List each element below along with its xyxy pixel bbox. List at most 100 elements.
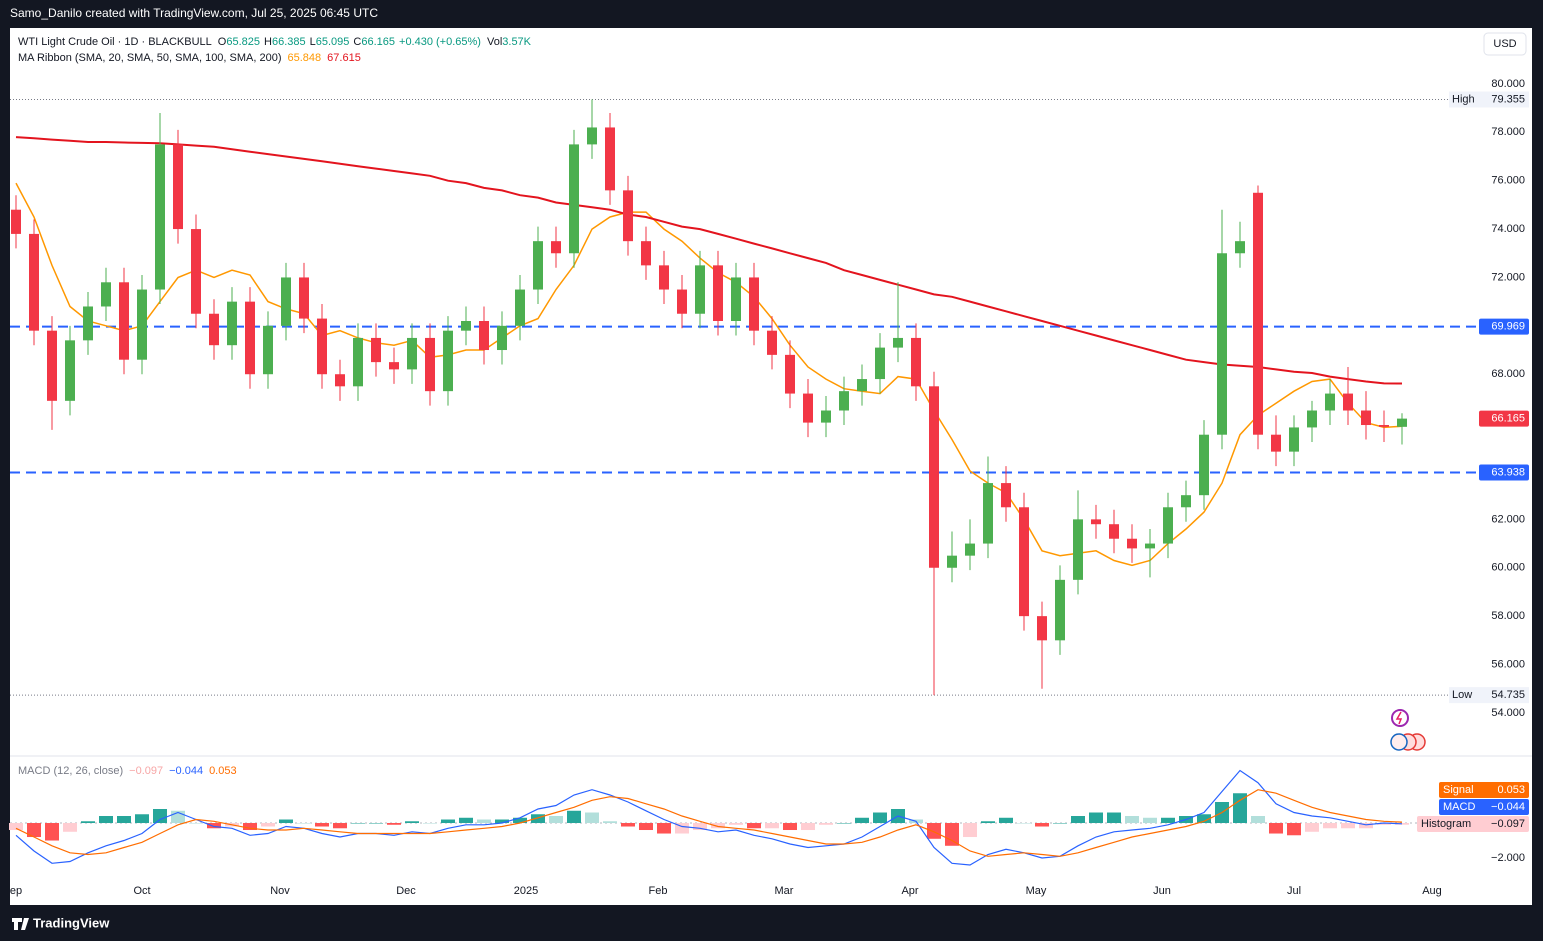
currency-button[interactable]: [1483, 32, 1527, 56]
histogram-bar: [315, 823, 329, 827]
candle-body: [317, 318, 327, 375]
level-label-box: [1479, 318, 1529, 335]
y-tick-label: 62.000: [1491, 513, 1525, 525]
histogram-bar: [675, 823, 689, 834]
histogram-bar: [1269, 823, 1283, 834]
histogram-bar: [207, 823, 221, 829]
histogram-bar: [387, 823, 401, 825]
candle-body: [1271, 434, 1281, 452]
macd-value: −0.044: [169, 765, 203, 777]
candle-body: [605, 127, 615, 191]
histogram-bar: [981, 821, 995, 824]
histogram-bar: [1395, 823, 1409, 825]
histogram-bar: [1197, 814, 1211, 824]
candle-body: [47, 330, 57, 401]
x-tick-label: Dec: [396, 885, 416, 897]
y-tick-label: 72.000: [1491, 271, 1525, 283]
flag-icon[interactable]: [1390, 733, 1408, 751]
histogram-bar: [279, 819, 293, 824]
histogram-bar: [189, 823, 203, 824]
ma-value: 67.615: [327, 52, 361, 64]
histogram-value: −0.097: [129, 765, 163, 777]
candle-body: [821, 410, 831, 423]
macd-line: [15, 789, 1403, 857]
candle-body: [569, 144, 579, 254]
currency[interactable]: USD: [1493, 38, 1516, 50]
candle-body: [893, 337, 903, 348]
histogram-bar: [1071, 816, 1085, 824]
histogram-label-name: Histogram: [1421, 818, 1471, 830]
extreme-label: High: [1452, 93, 1475, 105]
histogram-bar: [441, 819, 455, 824]
candle-body: [1397, 418, 1407, 427]
candle-body: [551, 241, 561, 254]
candle-body: [137, 289, 147, 360]
histogram-bar: [81, 821, 95, 824]
histogram-bar: [711, 823, 725, 829]
x-tick-label: Oct: [133, 885, 150, 897]
candle-body: [101, 282, 111, 307]
histogram-bar: [9, 823, 23, 831]
candle-body: [335, 374, 345, 387]
last-price: 66.165: [1491, 413, 1525, 425]
candle-body: [371, 337, 381, 363]
candle-body: [785, 354, 795, 394]
x-tick-label: Apr: [901, 885, 918, 897]
candle-body: [461, 320, 471, 331]
level-label: 69.969: [1491, 320, 1525, 332]
event-icon[interactable]: [1391, 709, 1409, 727]
y-tick-label: 80.000: [1491, 78, 1525, 90]
candle-body: [407, 337, 417, 370]
histogram-bar: [603, 821, 617, 824]
histogram-bar: [765, 823, 779, 829]
histogram-bar: [801, 823, 815, 831]
histogram-bar: [999, 817, 1013, 824]
histogram-bar: [1359, 823, 1373, 829]
candle-body: [731, 277, 741, 321]
candle-body: [839, 391, 849, 411]
candle-body: [353, 337, 363, 387]
histogram-bar: [45, 823, 59, 841]
candle-body: [1037, 616, 1047, 641]
candle-body: [587, 127, 597, 145]
candle-body: [803, 393, 813, 423]
candle-body: [623, 190, 633, 242]
candle-body: [911, 337, 921, 387]
histogram-bar: [297, 823, 311, 824]
candle-body: [1073, 519, 1083, 580]
histogram-bar: [729, 823, 743, 825]
candle-body: [695, 265, 705, 314]
y-tick-label: 68.000: [1491, 368, 1525, 380]
histogram-bar: [459, 817, 473, 824]
candle-body: [1091, 519, 1101, 525]
histogram-bar: [1107, 812, 1121, 824]
candle-body: [1325, 393, 1335, 411]
level-label-box: [1479, 464, 1529, 481]
histogram-bar: [1251, 816, 1265, 824]
x-tick-label: ep: [10, 885, 22, 897]
candle-body: [173, 144, 183, 230]
x-tick-label: 2025: [514, 885, 538, 897]
histogram-bar: [657, 823, 671, 834]
candle-body: [533, 241, 543, 290]
histogram-bar: [585, 812, 599, 824]
ohlc-value: 66.385: [272, 36, 306, 48]
candle-body: [857, 379, 867, 392]
histogram-bar: [477, 819, 491, 824]
histogram-bar: [621, 823, 635, 827]
candle-body: [29, 233, 39, 331]
candle-body: [1163, 507, 1173, 544]
histogram-bar: [99, 816, 113, 824]
candle-body: [1361, 410, 1371, 426]
histogram-bar: [1053, 823, 1067, 824]
chart-area: [10, 28, 1532, 905]
macd-label-value: −0.044: [1491, 801, 1525, 813]
extreme-label-box: [1449, 687, 1529, 704]
histogram-bar: [405, 821, 419, 824]
change: +0.430 (+0.65%): [399, 36, 481, 48]
candle-body: [1145, 543, 1155, 549]
candle-body: [677, 289, 687, 314]
extreme-value: 54.735: [1491, 689, 1525, 701]
histogram-bar: [1287, 823, 1301, 836]
